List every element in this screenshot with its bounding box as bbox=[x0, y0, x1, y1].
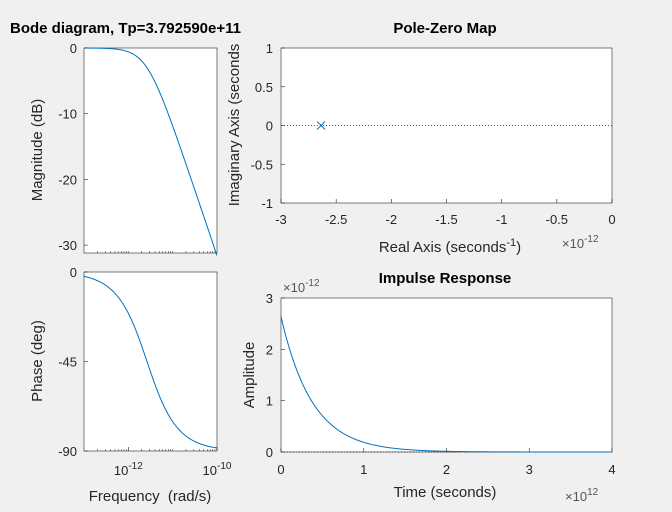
impulse-xtick-label: 3 bbox=[526, 462, 533, 477]
bode-magnitude-ytick-label: 0 bbox=[70, 41, 77, 56]
pole-zero-xtick-label: -0.5 bbox=[546, 212, 568, 227]
bode-phase-plot-area bbox=[83, 271, 218, 452]
pole-zero-ticks: -3 -2.5 -2 -1.5 -1 -0.5 0 1 0.5 0 -0.5 -1 bbox=[251, 41, 616, 227]
bode-phase-curve bbox=[83, 275, 218, 449]
bode-magnitude-grid bbox=[97, 251, 216, 253]
pole-zero-title: Pole-Zero Map bbox=[393, 20, 496, 37]
pole-zero-ylabel: Imaginary Axis (seconds bbox=[226, 44, 243, 207]
impulse-ylabel: Amplitude bbox=[241, 342, 258, 409]
pole-zero-xlabel: Real Axis (seconds-1) bbox=[379, 237, 521, 256]
impulse-panel: 0 1 2 3 4 0 1 2 3 Impulse Response Amplitude Tim… bbox=[241, 270, 616, 504]
impulse-xlabel: Time (seconds) bbox=[394, 484, 497, 501]
bode-phase-ylabel: Phase (deg) bbox=[29, 320, 46, 402]
impulse-ytick-label: 3 bbox=[266, 291, 273, 306]
impulse-plot-area bbox=[280, 297, 613, 453]
bode-magnitude-title: Bode diagram, Tp=3.792590e+11 bbox=[10, 20, 241, 37]
bode-magnitude-panel: 0 -10 -20 -30 Bode diagram, Tp=3.792590e+11… bbox=[10, 20, 241, 256]
pole-zero-ytick-label: -1 bbox=[261, 196, 273, 211]
impulse-ytick-label: 1 bbox=[266, 394, 273, 409]
pole-marker bbox=[316, 121, 326, 130]
impulse-title: Impulse Response bbox=[379, 270, 512, 287]
pole-zero-xlabel-sup: -1 bbox=[506, 237, 516, 249]
impulse-ytick-label: 0 bbox=[266, 445, 273, 460]
pole-zero-ytick-label: 0.5 bbox=[255, 80, 273, 95]
impulse-xtick-label: 2 bbox=[443, 462, 450, 477]
bode-magnitude-ytick-label: -30 bbox=[58, 238, 77, 253]
bode-magnitude-yticks: 0 -10 -20 -30 bbox=[58, 41, 88, 253]
impulse-xtick-label: 0 bbox=[277, 462, 284, 477]
bode-phase-xlabel: Frequency (rad/s) bbox=[89, 488, 212, 505]
pole-zero-xtick-label: -2.5 bbox=[325, 212, 347, 227]
bode-magnitude-ylabel: Magnitude (dB) bbox=[29, 99, 46, 202]
impulse-ticks: 0 1 2 3 4 0 1 2 3 bbox=[266, 291, 616, 477]
impulse-xtick-label: 4 bbox=[608, 462, 615, 477]
pole-zero-ytick-label: -0.5 bbox=[251, 157, 273, 172]
impulse-ytick-label: 2 bbox=[266, 342, 273, 357]
pole-zero-xtick-label: -1 bbox=[496, 212, 508, 227]
impulse-x-exponent: ×1012 bbox=[565, 487, 599, 504]
bode-phase-ytick-label: -90 bbox=[58, 444, 77, 459]
bode-phase-xtick-label: 10-10 bbox=[203, 461, 232, 478]
pole-zero-xtick-label: -2 bbox=[386, 212, 398, 227]
pole-zero-ytick-label: 0 bbox=[266, 119, 273, 134]
pole-zero-panel: -3 -2.5 -2 -1.5 -1 -0.5 0 1 0.5 0 -0.5 -1 Pole-Zero… bbox=[226, 20, 616, 256]
impulse-y-exponent: ×10-12 bbox=[283, 278, 320, 295]
bode-phase-ytick-label: 0 bbox=[70, 265, 77, 280]
bode-magnitude-ytick-label: -20 bbox=[58, 172, 77, 187]
bode-magnitude-curve bbox=[84, 47, 218, 256]
bode-phase-ytick-label: -45 bbox=[58, 355, 77, 370]
pole-zero-markers bbox=[316, 121, 326, 130]
pole-zero-ytick-label: 1 bbox=[266, 41, 273, 56]
bode-phase-xtick-label: 10-12 bbox=[114, 461, 143, 478]
pole-zero-xtick-label: -1.5 bbox=[435, 212, 457, 227]
pole-zero-xtick-label: 0 bbox=[608, 212, 615, 227]
impulse-xtick-label: 1 bbox=[360, 462, 367, 477]
bode-phase-panel: 0 -45 -90 10-12 10-10 Phase (deg) Frequency … bbox=[29, 265, 232, 505]
bode-magnitude-ytick-label: -10 bbox=[58, 107, 77, 122]
pole-zero-xtick-label: -3 bbox=[275, 212, 287, 227]
pole-zero-x-exponent: ×10-12 bbox=[562, 234, 599, 251]
bode-magnitude-plot-area bbox=[83, 47, 218, 254]
bode-phase-ticks: 0 -45 -90 10-12 10-10 bbox=[58, 265, 232, 478]
